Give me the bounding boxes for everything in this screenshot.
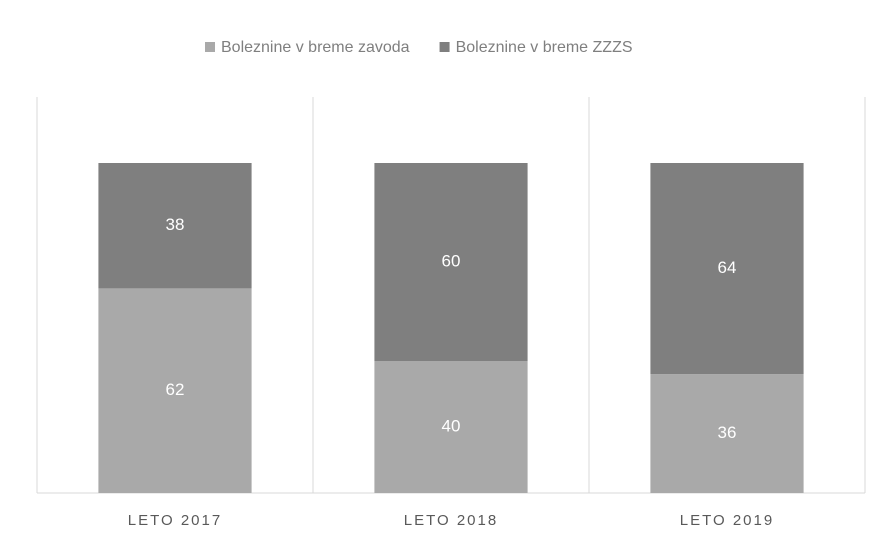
legend-swatch: [439, 42, 450, 52]
x-tick-label: LETO 2019: [680, 512, 774, 529]
bar-segment: [650, 163, 804, 375]
data-label: 40: [442, 416, 461, 435]
legend-label: Boleznine v breme ZZZS: [456, 39, 633, 56]
bar-segment: [650, 374, 804, 493]
data-label: 64: [718, 258, 737, 277]
bar-segment: [98, 288, 252, 493]
data-label: 38: [166, 215, 185, 234]
x-tick-label: LETO 2018: [404, 512, 498, 529]
bar-segment: [374, 361, 528, 493]
data-label: 62: [166, 380, 185, 399]
bar-segment: [98, 163, 252, 289]
data-label: 36: [718, 423, 737, 442]
x-tick-label: LETO 2017: [128, 512, 222, 529]
legend-swatch: [205, 42, 215, 52]
legend-label: Boleznine v breme zavoda: [221, 39, 410, 56]
bar-segment: [374, 163, 528, 361]
data-label: 60: [442, 251, 461, 270]
